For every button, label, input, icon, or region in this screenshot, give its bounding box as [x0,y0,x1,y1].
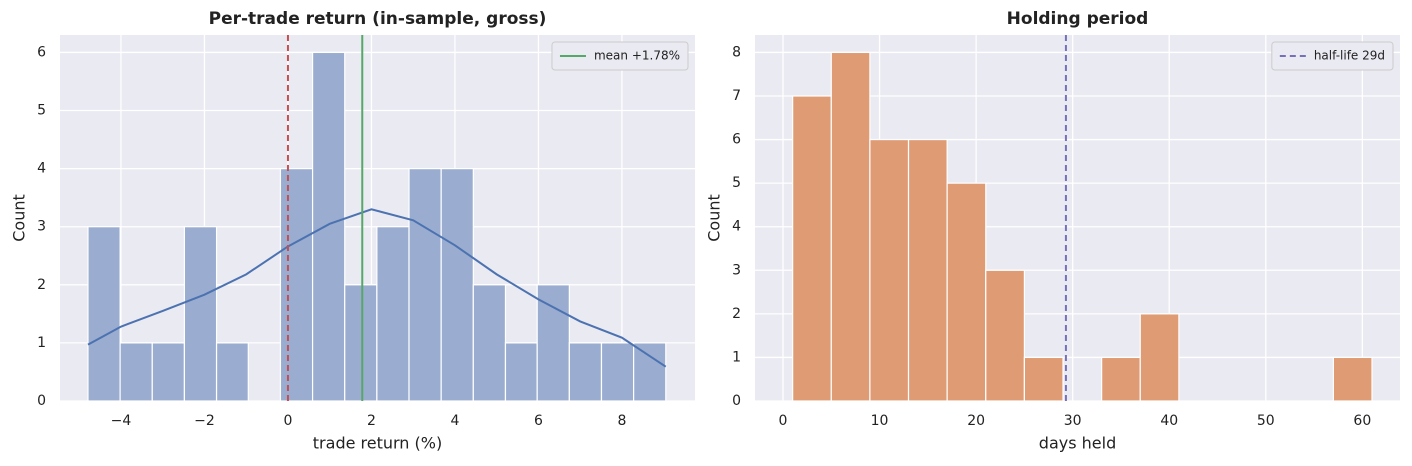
x-tick-label: 8 [617,413,626,429]
y-tick-label: 4 [37,161,46,177]
bar [568,342,603,402]
bar [1139,313,1180,402]
y-axis-label: Count [705,194,724,242]
y-tick-label: 6 [732,132,741,148]
y-tick-label: 5 [37,103,46,119]
bar [344,284,378,402]
bar [1101,356,1141,402]
legend: half-life 29d [1271,41,1394,71]
legend-box [1271,41,1394,71]
y-axis-label: Count [10,194,29,242]
bar [311,51,346,402]
bar [985,269,1025,402]
legend-label: half-life 29d [1314,49,1385,63]
bar [376,226,410,402]
bar [536,284,570,402]
x-tick-label: 40 [1160,413,1178,429]
bar [504,342,538,402]
y-tick-label: 0 [37,393,46,409]
y-tick-label: 2 [732,306,741,322]
bar [151,342,186,402]
y-tick-label: 6 [37,44,46,60]
y-tick-label: 5 [732,175,741,191]
kde-line [87,208,667,368]
x-tick-label: 0 [283,413,292,429]
legend-label: mean +1.78% [594,49,680,63]
bar [869,138,910,402]
bar [279,168,314,402]
bar [907,138,948,402]
bar [87,226,121,402]
bar [408,168,442,402]
y-tick-label: 1 [37,335,46,351]
bar [183,226,218,402]
y-tick-label: 3 [732,262,741,278]
chart-title: Per-trade return (in-sample, gross) [209,9,547,29]
y-tick-label: 4 [732,219,741,235]
y-tick-label: 2 [37,277,46,293]
bar [946,182,987,402]
legend: mean +1.78% [551,41,689,71]
y-tick-label: 8 [732,44,741,60]
x-tick-label: 60 [1353,413,1371,429]
x-tick-label: −2 [194,413,215,429]
y-tick-label: 3 [37,219,46,235]
y-tick-label: 7 [732,88,741,104]
x-tick-label: 20 [967,413,985,429]
bar [830,51,871,402]
x-tick-label: −4 [111,413,132,429]
bar [600,342,635,402]
bar [119,342,153,402]
y-tick-label: 0 [732,393,741,409]
x-tick-label: 50 [1257,413,1275,429]
bar [633,342,667,402]
x-axis-label: days held [1039,434,1116,453]
x-tick-label: 6 [534,413,543,429]
x-tick-label: 0 [779,413,788,429]
x-tick-label: 10 [871,413,889,429]
legend-box [551,41,689,71]
x-tick-label: 30 [1064,413,1082,429]
x-tick-label: 4 [450,413,459,429]
x-tick-label: 2 [367,413,376,429]
x-axis-label: trade return (%) [313,434,442,453]
bar [215,342,249,402]
bar [1023,356,1064,402]
chart-title: Holding period [1007,9,1149,29]
bar [440,168,474,402]
bar [472,284,507,402]
bar [1332,356,1373,402]
bar [792,95,832,402]
y-tick-label: 1 [732,349,741,365]
